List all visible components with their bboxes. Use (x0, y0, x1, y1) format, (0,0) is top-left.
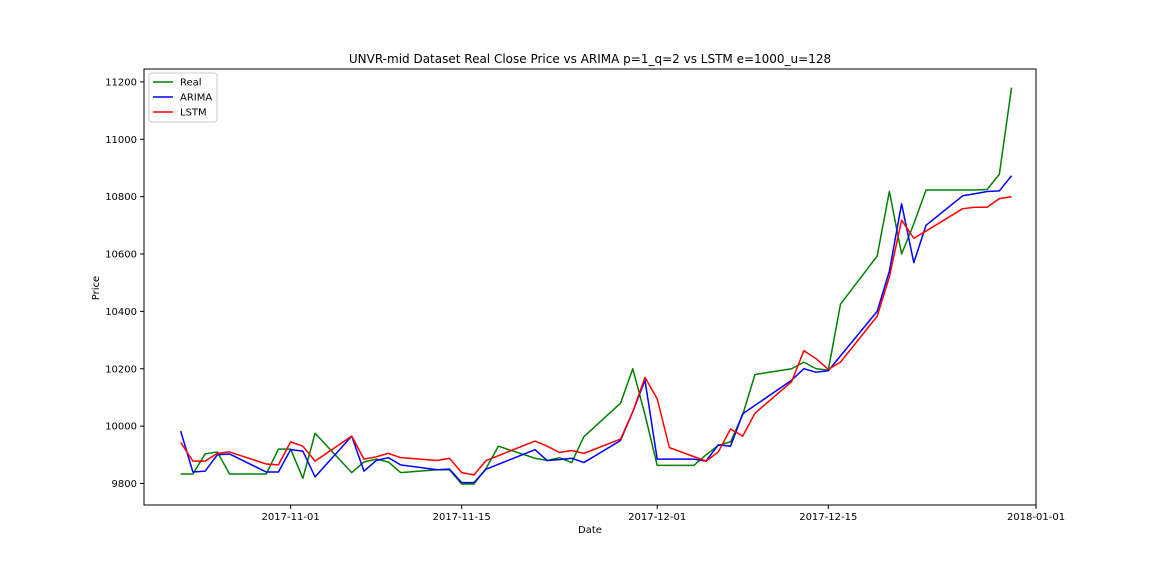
x-tick-label: 2017-12-15 (799, 512, 857, 523)
legend-label-arima: ARIMA (180, 93, 212, 104)
y-tick-label: 9800 (112, 479, 137, 490)
x-tick-label: 2017-12-01 (628, 512, 686, 523)
plot-frame (143, 68, 1037, 506)
series-layer (179, 87, 1013, 485)
series-line-lstm (180, 195, 1012, 476)
y-tick-label: 11200 (105, 77, 137, 88)
x-tick-label: 2017-11-15 (433, 512, 491, 523)
legend: Real ARIMA LSTM (148, 72, 218, 123)
y-tick-label: 10200 (105, 364, 137, 375)
series-line-real (180, 87, 1013, 485)
legend-label-real: Real (180, 78, 202, 89)
y-axis-label: Price (91, 276, 102, 300)
x-axis-label: Date (578, 525, 602, 536)
y-tick-label: 10000 (105, 422, 137, 433)
x-tick-label: 2018-01-01 (1007, 512, 1065, 523)
x-tick-label: 2017-11-01 (262, 512, 320, 523)
y-tick-label: 10800 (105, 192, 137, 203)
legend-box (148, 72, 218, 123)
series-line-arima (179, 175, 1013, 484)
legend-label-lstm: LSTM (180, 108, 207, 119)
y-tick-label: 10600 (105, 250, 137, 261)
x-axis: 2017-11-01 2017-11-15 2017-12-01 2017-12-15… (262, 505, 1065, 523)
plot-area: 2017-11-01 2017-11-15 2017-12-01 2017-12-15… (105, 68, 1065, 523)
chart-title: UNVR-mid Dataset Real Close Price vs ARI… (349, 52, 831, 66)
y-tick-label: 11000 (105, 135, 137, 146)
y-axis: 9800 10000 10200 10400 10600 10800 11000 11200 (105, 77, 144, 490)
y-tick-label: 10400 (105, 307, 137, 318)
